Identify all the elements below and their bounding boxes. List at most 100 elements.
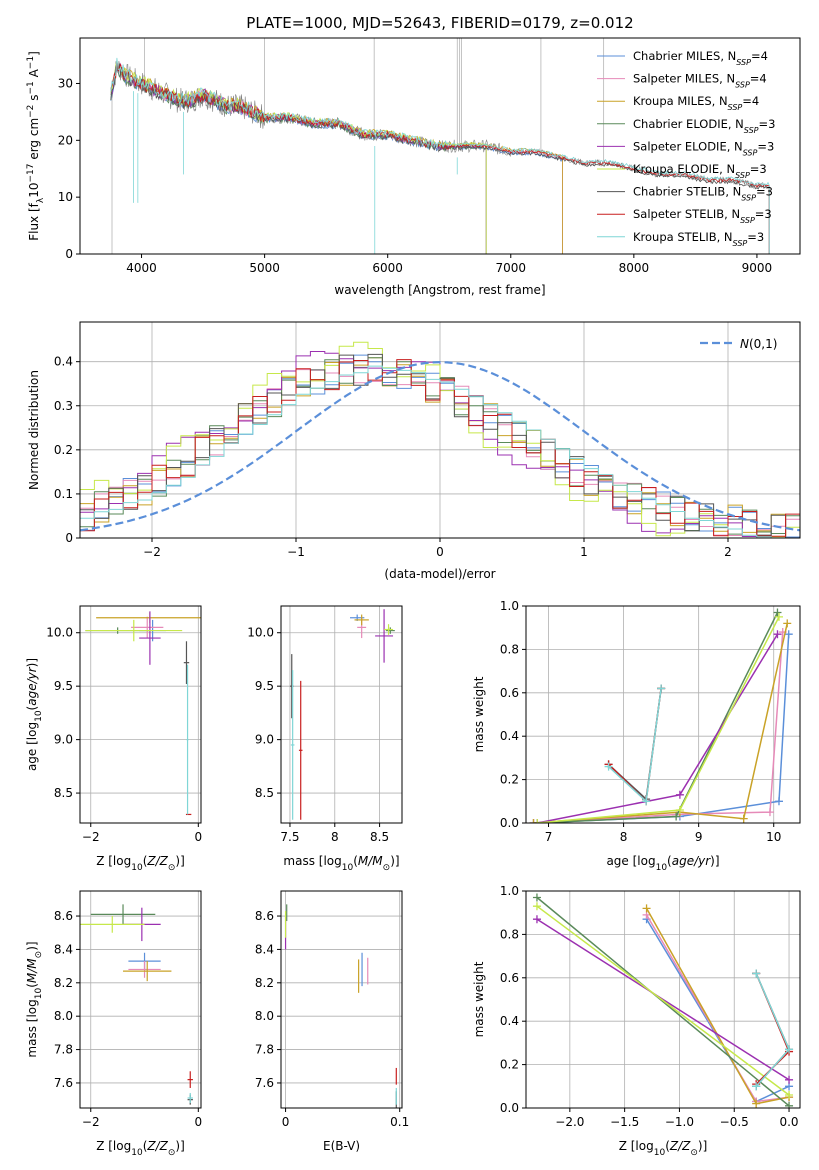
y-tick-label: 0.1: [54, 487, 73, 501]
weight-marker: [675, 790, 684, 799]
model-spectrum-3: [110, 62, 563, 254]
age-vs-Z-frame: −2 0 8.5 9.0 9.5 10.0: [46, 605, 202, 844]
x-tick-label: 9: [695, 830, 703, 844]
y-tick-label: 0.3: [54, 399, 73, 413]
y-tick-label: 7.8: [54, 1043, 73, 1057]
weight-vs-age-frame: 7 8 9 10 0.0 0.2 0.4 0.6 0.8 1.0: [500, 599, 801, 844]
y-tick-label: 0.0: [500, 816, 519, 830]
x-tick-label: 7.5: [280, 830, 299, 844]
weight-marker: [657, 684, 666, 693]
weight-marker: [642, 904, 651, 913]
y-tick-label: 8.0: [255, 1009, 274, 1023]
y-tick-label: 8.6: [54, 909, 73, 923]
weight-marker: [774, 612, 783, 621]
weight-marker: [765, 808, 774, 817]
y-tick-label: 0: [65, 247, 73, 261]
weight-marker: [529, 819, 538, 823]
x-tick-label: 9000: [742, 261, 773, 275]
x-tick-label: −2: [82, 830, 100, 844]
y-tick-label: 0.2: [54, 443, 73, 457]
x-tick-label: −2: [82, 1115, 100, 1129]
weight-marker: [672, 812, 681, 821]
weight-marker: [773, 608, 782, 617]
age-vs-mass-axes: [281, 606, 402, 823]
y-tick-label: 20: [58, 133, 73, 147]
x-tick-label: 0: [194, 830, 202, 844]
axes-frame: [525, 605, 801, 824]
age-vs-Z-plot: [85, 611, 201, 816]
weight-marker: [752, 1099, 761, 1108]
mass-vs-Z-plot: [80, 904, 193, 1105]
x-tick-label: 0: [194, 1115, 202, 1129]
x-tick-label: −1: [287, 545, 305, 559]
x-tick-label: 4000: [126, 261, 157, 275]
weight-line-5: [536, 918, 790, 1081]
y-tick-label: 7.6: [54, 1076, 73, 1090]
y-tick-label: 0.4: [500, 1014, 519, 1028]
y-tick-label: 8.5: [255, 786, 274, 800]
spectrum-legend: Chabrier MILES, NSSP=4 Salpeter MILES, NS…: [597, 49, 775, 247]
x-axis-label: age [log10(age/yr)]: [606, 854, 719, 873]
weight-vs-Z-frame: −2.0 −1.5 −1.0 −0.5 0.0 0.0 0.2 0.4 0.6 0.8 1.0: [500, 884, 801, 1129]
model-spectrum-8: [110, 60, 770, 254]
mass-vs-EBV-axes: [281, 891, 402, 1108]
weight-marker: [752, 1082, 761, 1091]
legend-label: Salpeter ELODIE, NSSP=3: [633, 139, 774, 157]
legend-label: Chabrier MILES, NSSP=4: [633, 49, 768, 67]
model-spectrum-7: [110, 63, 770, 254]
y-axis-label: mass [log10(M/M⊙)]: [25, 941, 44, 1057]
x-tick-label: 0: [282, 1115, 290, 1129]
axes-frame: [525, 890, 801, 1109]
weight-line-1: [533, 634, 790, 823]
weight-marker: [773, 630, 782, 639]
axes-frame: [280, 890, 403, 1109]
x-tick-label: 8: [620, 830, 628, 844]
age-vs-mass-frame: 7.5 8 8.5 8.5 9.0 9.5 10.0: [247, 605, 403, 844]
y-tick-label: 30: [58, 76, 73, 90]
residuals-plot: [80, 341, 800, 538]
weight-marker: [752, 969, 761, 978]
x-tick-label: 0: [436, 545, 444, 559]
x-tick-label: 2: [724, 545, 732, 559]
figure-title: PLATE=1000, MJD=52643, FIBERID=0179, z=0…: [246, 14, 633, 32]
y-tick-label: 0.6: [500, 686, 519, 700]
x-tick-label: −1.0: [665, 1115, 694, 1129]
residuals-frame: −2 −1 0 1 2 0 0.1 0.2 0.3 0.4: [54, 321, 801, 559]
weight-marker: [532, 902, 541, 911]
weight-marker: [532, 893, 541, 902]
legend-label: Kroupa STELIB, NSSP=3: [633, 230, 764, 248]
x-tick-label: −1.5: [610, 1115, 639, 1129]
x-tick-label: 6000: [372, 261, 403, 275]
legend-label: Chabrier STELIB, NSSP=3: [633, 185, 773, 203]
mass-vs-EBV-frame: 0 0.1 7.6 7.8 8.0 8.2 8.4 8.6: [255, 890, 409, 1129]
residuals-axes: [80, 322, 800, 539]
x-tick-label: 7000: [495, 261, 526, 275]
y-tick-label: 8.2: [255, 976, 274, 990]
y-axis-label: age [log10(age/yr)]: [25, 658, 44, 771]
residual-histogram-8: [80, 359, 800, 537]
x-axis-label: E(B-V): [323, 1139, 360, 1153]
x-tick-label: 5000: [249, 261, 280, 275]
axes-frame: [79, 37, 801, 255]
y-tick-label: 8.2: [54, 976, 73, 990]
weight-marker: [675, 805, 684, 814]
weight-marker: [739, 814, 748, 823]
y-tick-label: 8.4: [54, 942, 73, 956]
weight-vs-Z-plot: [532, 893, 794, 1108]
y-axis-label: Normed distribution: [27, 370, 41, 490]
weight-line-5: [537, 633, 779, 823]
legend-label: N(0,1): [740, 337, 777, 351]
normal-curve: [80, 360, 800, 532]
legend-label: Kroupa MILES, NSSP=4: [633, 94, 759, 112]
x-tick-label: −2: [143, 545, 161, 559]
x-tick-label: 8.5: [370, 830, 389, 844]
weight-line-4: [536, 896, 790, 1107]
weight-line-2: [533, 631, 784, 823]
weight-marker: [785, 1045, 794, 1054]
y-tick-label: 0: [65, 531, 73, 545]
y-tick-label: 9.5: [255, 679, 274, 693]
age-vs-Z-axes: [80, 606, 201, 823]
x-axis-label: mass [log10(M/M⊙)]: [283, 854, 399, 873]
weight-line-6: [537, 616, 780, 823]
y-tick-label: 9.0: [54, 733, 73, 747]
